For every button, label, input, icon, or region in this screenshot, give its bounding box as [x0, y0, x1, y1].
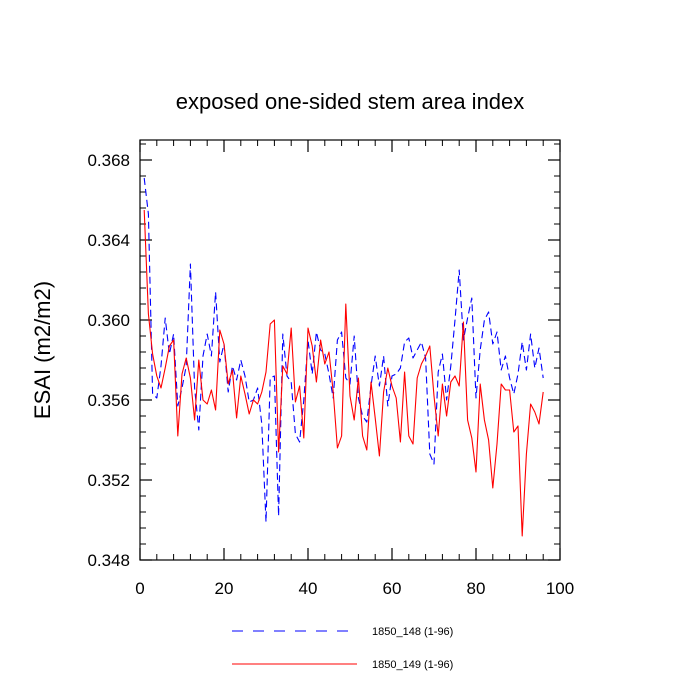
- y-tick-label: 0.368: [87, 151, 130, 170]
- legend: 1850_148 (1-96) 1850_149 (1-96): [232, 626, 453, 671]
- series-line-1: [143, 177, 544, 523]
- axis-ticks: 0 20 40 60 80 100 0.348 0.352 0.356 0.360 0.364 0.3…: [87, 140, 574, 598]
- plot-frame: [139, 139, 561, 561]
- y-tick-label: 0.352: [87, 471, 130, 490]
- y-tick-label: 0.348: [87, 551, 130, 570]
- y-tick-label: 0.360: [87, 311, 130, 330]
- y-tick-label: 0.356: [87, 391, 130, 410]
- chart-title: exposed one-sided stem area index: [176, 89, 525, 114]
- legend-label-1: 1850_148 (1-96): [372, 626, 453, 638]
- y-axis-title: ESAI (m2/m2): [30, 281, 55, 419]
- x-tick-label: 40: [299, 579, 318, 598]
- series-line-2: [143, 209, 544, 537]
- x-tick-label: 100: [546, 579, 574, 598]
- x-tick-label: 60: [383, 579, 402, 598]
- series-layer: [143, 177, 544, 537]
- x-tick-label: 20: [215, 579, 234, 598]
- x-tick-label: 0: [135, 579, 144, 598]
- legend-label-2: 1850_149 (1-96): [372, 659, 453, 671]
- x-tick-label: 80: [467, 579, 486, 598]
- y-tick-label: 0.364: [87, 231, 130, 250]
